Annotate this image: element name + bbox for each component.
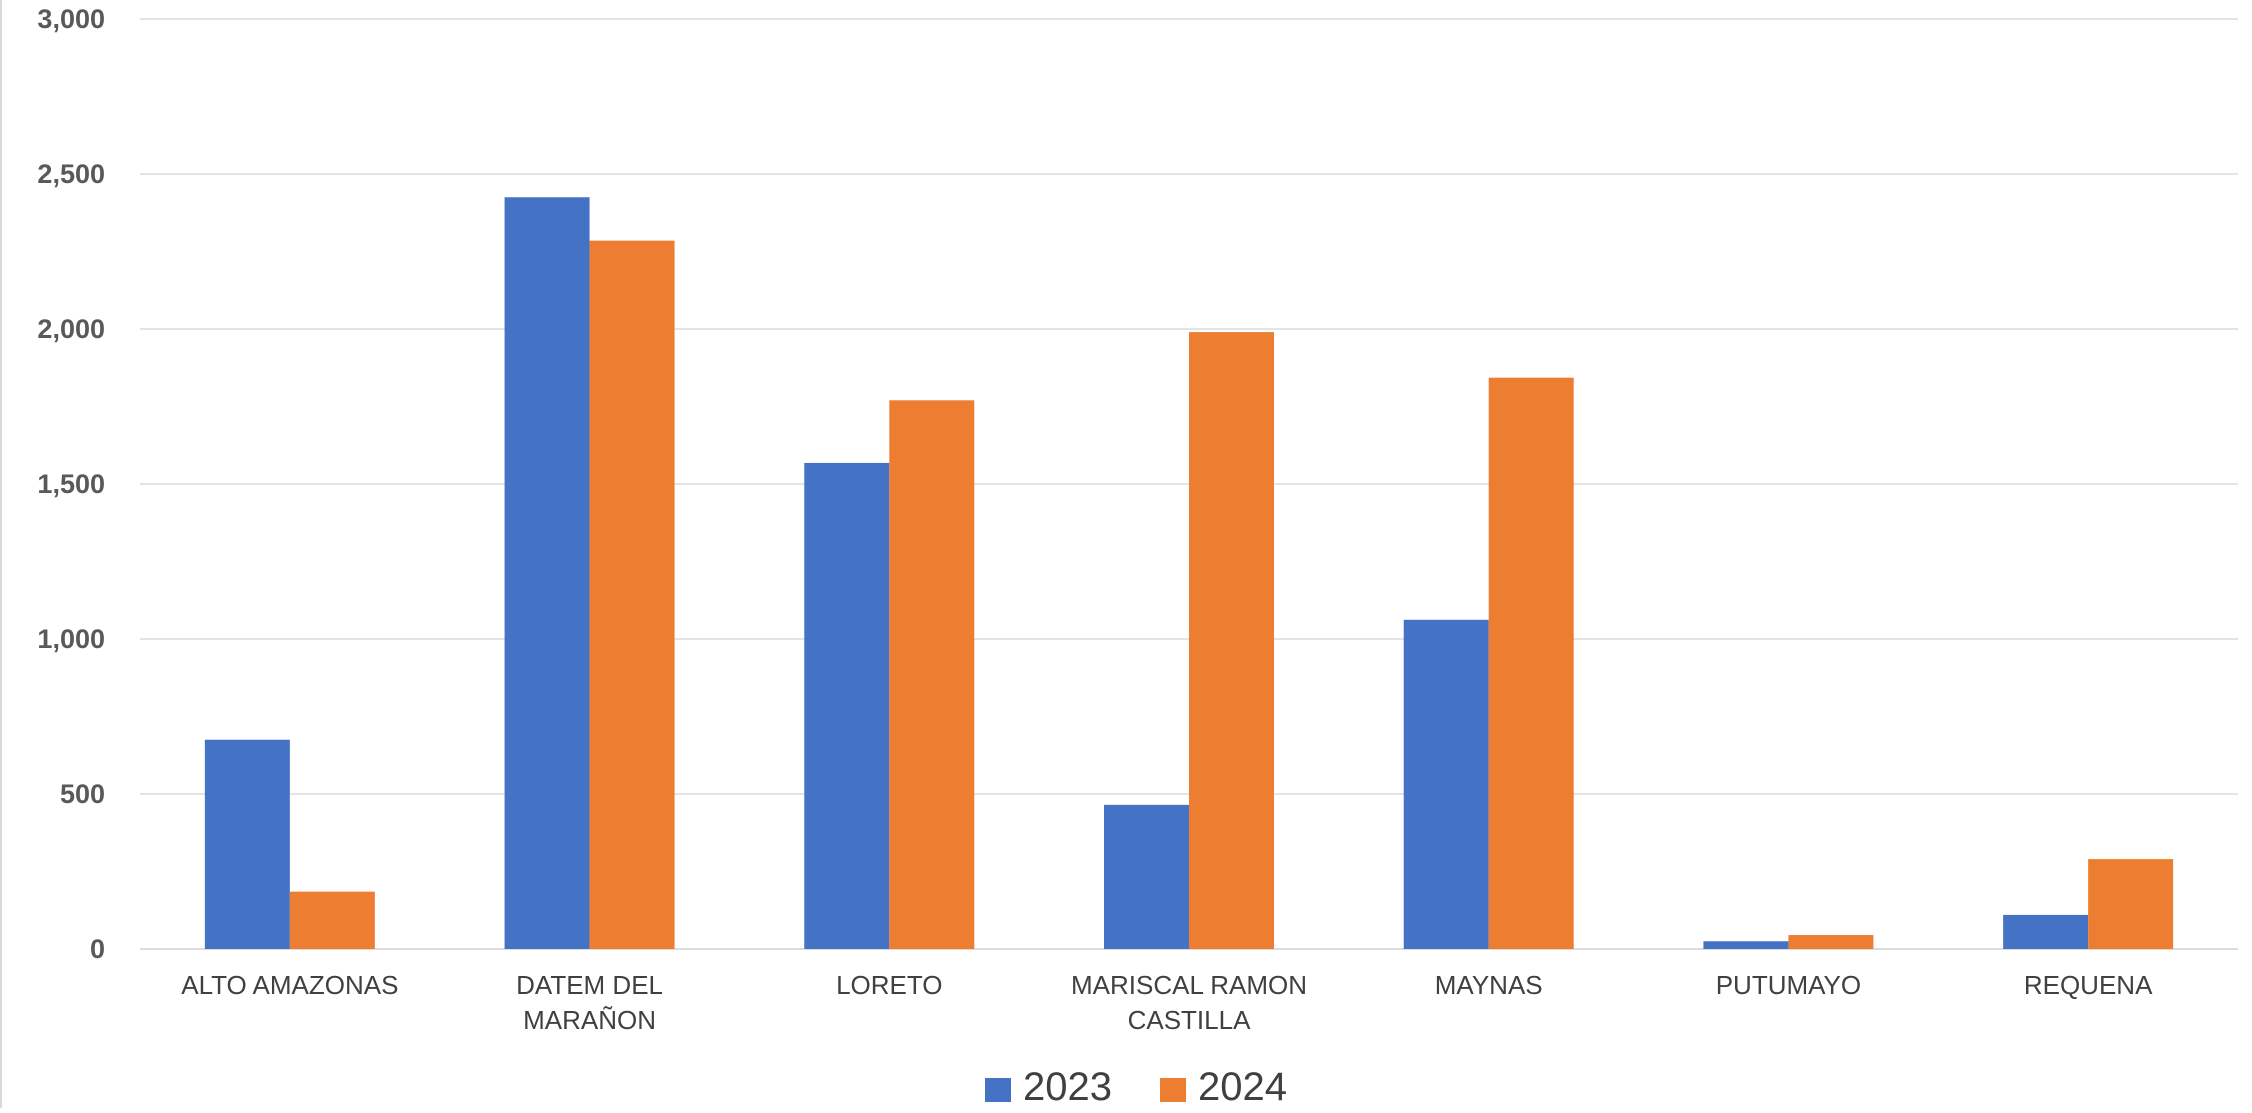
y-tick-label: 500	[60, 779, 105, 809]
bar-2023	[204, 739, 290, 949]
legend-label-2024: 2024	[1198, 1065, 1287, 1108]
bar-2024	[889, 400, 975, 949]
y-tick-label: 1,500	[37, 469, 105, 499]
x-tick-label: MAYNAS	[1435, 970, 1543, 1000]
bar-2023	[1703, 941, 1789, 949]
y-tick-label: 3,000	[37, 4, 105, 34]
bar-2023	[1104, 804, 1189, 949]
x-tick-label: REQUENA	[2024, 970, 2153, 1000]
x-tick-label: CASTILLA	[1128, 1005, 1251, 1035]
legend-swatch-2024	[1160, 1078, 1186, 1102]
x-tick-label: LORETO	[836, 970, 942, 1000]
chart-left-border	[0, 0, 2, 1108]
bar-2024	[1788, 935, 1874, 949]
bar-2024	[2088, 859, 2174, 949]
bar-2023	[804, 462, 890, 949]
legend-swatch-2023	[985, 1078, 1011, 1102]
x-tick-label: MARAÑON	[523, 1005, 656, 1035]
bar-2024	[289, 891, 375, 949]
bar-2024	[589, 240, 675, 949]
bar-2023	[1403, 619, 1489, 949]
x-axis-tick-labels: ALTO AMAZONAS DATEM DEL MARAÑON LORETO MARIS…	[181, 970, 2153, 1035]
legend-label-2023: 2023	[1023, 1065, 1112, 1108]
legend: 2023 2024	[985, 1065, 1287, 1109]
y-tick-label: 1,000	[37, 624, 105, 654]
x-tick-label: DATEM DEL	[516, 970, 663, 1000]
x-tick-label: ALTO AMAZONAS	[181, 970, 398, 1000]
bars	[204, 197, 2174, 950]
x-tick-label: PUTUMAYO	[1716, 970, 1861, 1000]
bar-2024	[1189, 332, 1274, 950]
y-tick-label: 2,000	[37, 314, 105, 344]
bar-2023	[2003, 914, 2089, 949]
y-tick-label: 0	[90, 934, 105, 964]
y-axis-tick-labels: 0 500 1,000 1,500 2,000 2,500 3,000	[37, 4, 105, 964]
y-tick-label: 2,500	[37, 159, 105, 189]
bar-2024	[1488, 377, 1574, 949]
bar-2023	[504, 197, 590, 949]
x-tick-label: MARISCAL RAMON	[1071, 970, 1307, 1000]
